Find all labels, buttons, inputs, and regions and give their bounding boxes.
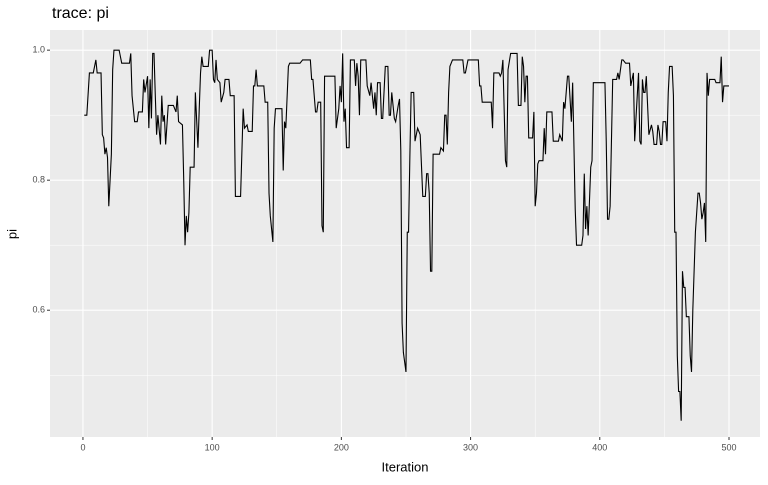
panel <box>50 30 760 437</box>
y-tick-label: 1.0 <box>32 45 45 55</box>
x-tick-label: 100 <box>205 442 220 452</box>
x-tick-label: 0 <box>80 442 85 452</box>
x-tick-label: 200 <box>334 442 349 452</box>
grid <box>50 30 760 437</box>
x-tick-label: 300 <box>463 442 478 452</box>
x-axis-label: Iteration <box>382 459 429 474</box>
marks <box>84 49 729 421</box>
chart-title: trace: pi <box>52 5 109 22</box>
trace-line <box>84 49 729 421</box>
y-axis-label: pi <box>4 229 19 239</box>
y-tick-label: 0.6 <box>32 305 45 315</box>
x-tick-label: 500 <box>721 442 736 452</box>
x-tick-label: 400 <box>592 442 607 452</box>
y-tick-label: 0.8 <box>32 175 45 185</box>
